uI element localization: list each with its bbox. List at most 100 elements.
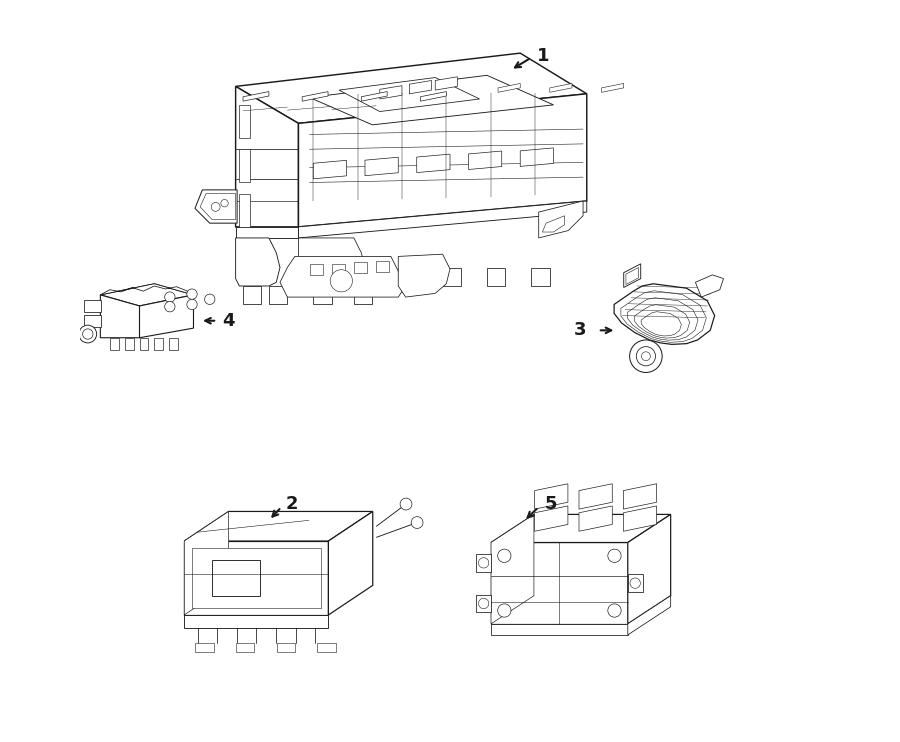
- Polygon shape: [579, 484, 612, 509]
- Polygon shape: [535, 506, 568, 531]
- Polygon shape: [469, 151, 501, 169]
- Polygon shape: [520, 148, 554, 166]
- Text: 5: 5: [544, 495, 557, 513]
- Polygon shape: [579, 506, 612, 531]
- Polygon shape: [84, 315, 101, 326]
- Circle shape: [83, 329, 93, 339]
- Polygon shape: [239, 105, 250, 138]
- Polygon shape: [236, 643, 255, 652]
- Polygon shape: [302, 91, 328, 101]
- Circle shape: [608, 549, 621, 562]
- Polygon shape: [125, 338, 133, 350]
- Polygon shape: [628, 596, 670, 635]
- Circle shape: [165, 292, 175, 302]
- Circle shape: [400, 498, 412, 510]
- Polygon shape: [140, 338, 148, 350]
- Circle shape: [498, 604, 511, 617]
- Text: 2: 2: [286, 495, 299, 513]
- Polygon shape: [200, 194, 236, 220]
- Circle shape: [479, 598, 489, 608]
- Polygon shape: [313, 160, 346, 179]
- Circle shape: [204, 294, 215, 304]
- Polygon shape: [184, 511, 229, 615]
- Circle shape: [479, 558, 489, 568]
- Polygon shape: [310, 75, 554, 125]
- Polygon shape: [624, 264, 641, 287]
- Polygon shape: [192, 548, 321, 608]
- Circle shape: [187, 299, 197, 309]
- Circle shape: [642, 352, 651, 361]
- Polygon shape: [100, 283, 194, 295]
- Polygon shape: [436, 76, 457, 90]
- Polygon shape: [498, 83, 520, 92]
- Circle shape: [636, 347, 655, 366]
- Text: 3: 3: [574, 321, 587, 339]
- Polygon shape: [628, 514, 670, 624]
- Polygon shape: [624, 484, 657, 509]
- Circle shape: [498, 549, 511, 562]
- Polygon shape: [380, 85, 402, 99]
- Polygon shape: [184, 541, 328, 615]
- Polygon shape: [476, 594, 491, 612]
- Polygon shape: [410, 80, 431, 93]
- Polygon shape: [84, 300, 101, 312]
- Polygon shape: [195, 643, 214, 652]
- Circle shape: [79, 325, 96, 343]
- Polygon shape: [236, 227, 299, 238]
- Polygon shape: [399, 268, 417, 286]
- Polygon shape: [628, 574, 643, 592]
- Circle shape: [608, 604, 621, 617]
- Polygon shape: [361, 91, 387, 101]
- Circle shape: [165, 301, 175, 312]
- Polygon shape: [239, 194, 250, 227]
- Polygon shape: [184, 511, 373, 541]
- Circle shape: [330, 270, 353, 292]
- Polygon shape: [365, 157, 399, 176]
- Polygon shape: [236, 53, 587, 123]
- Polygon shape: [614, 283, 715, 344]
- Polygon shape: [399, 255, 450, 297]
- Polygon shape: [212, 559, 260, 597]
- Polygon shape: [313, 286, 332, 304]
- Polygon shape: [318, 643, 336, 652]
- Polygon shape: [299, 201, 587, 238]
- Polygon shape: [443, 268, 461, 286]
- Polygon shape: [535, 484, 568, 509]
- Text: 4: 4: [222, 312, 235, 329]
- Polygon shape: [269, 286, 287, 304]
- Polygon shape: [601, 83, 624, 92]
- Polygon shape: [195, 190, 237, 223]
- Circle shape: [630, 340, 662, 372]
- Polygon shape: [487, 268, 506, 286]
- Polygon shape: [539, 201, 583, 238]
- Polygon shape: [184, 615, 328, 628]
- Polygon shape: [299, 238, 365, 286]
- Polygon shape: [339, 77, 480, 111]
- Polygon shape: [354, 263, 367, 273]
- Polygon shape: [100, 283, 194, 306]
- Circle shape: [187, 289, 197, 299]
- Polygon shape: [491, 514, 534, 624]
- Polygon shape: [100, 295, 140, 338]
- Polygon shape: [154, 338, 163, 350]
- Polygon shape: [332, 264, 345, 275]
- Polygon shape: [491, 624, 628, 635]
- Polygon shape: [310, 264, 323, 275]
- Polygon shape: [543, 216, 564, 232]
- Polygon shape: [417, 154, 450, 173]
- Polygon shape: [626, 268, 638, 284]
- Polygon shape: [624, 506, 657, 531]
- Circle shape: [220, 200, 229, 207]
- Polygon shape: [236, 86, 299, 227]
- Polygon shape: [169, 338, 178, 350]
- Polygon shape: [243, 286, 262, 304]
- Polygon shape: [491, 542, 628, 624]
- Polygon shape: [696, 275, 724, 297]
- Polygon shape: [420, 91, 446, 101]
- Circle shape: [212, 203, 220, 211]
- Polygon shape: [550, 83, 572, 92]
- Circle shape: [630, 578, 640, 588]
- Polygon shape: [140, 295, 194, 338]
- Polygon shape: [239, 149, 250, 183]
- Polygon shape: [110, 338, 119, 350]
